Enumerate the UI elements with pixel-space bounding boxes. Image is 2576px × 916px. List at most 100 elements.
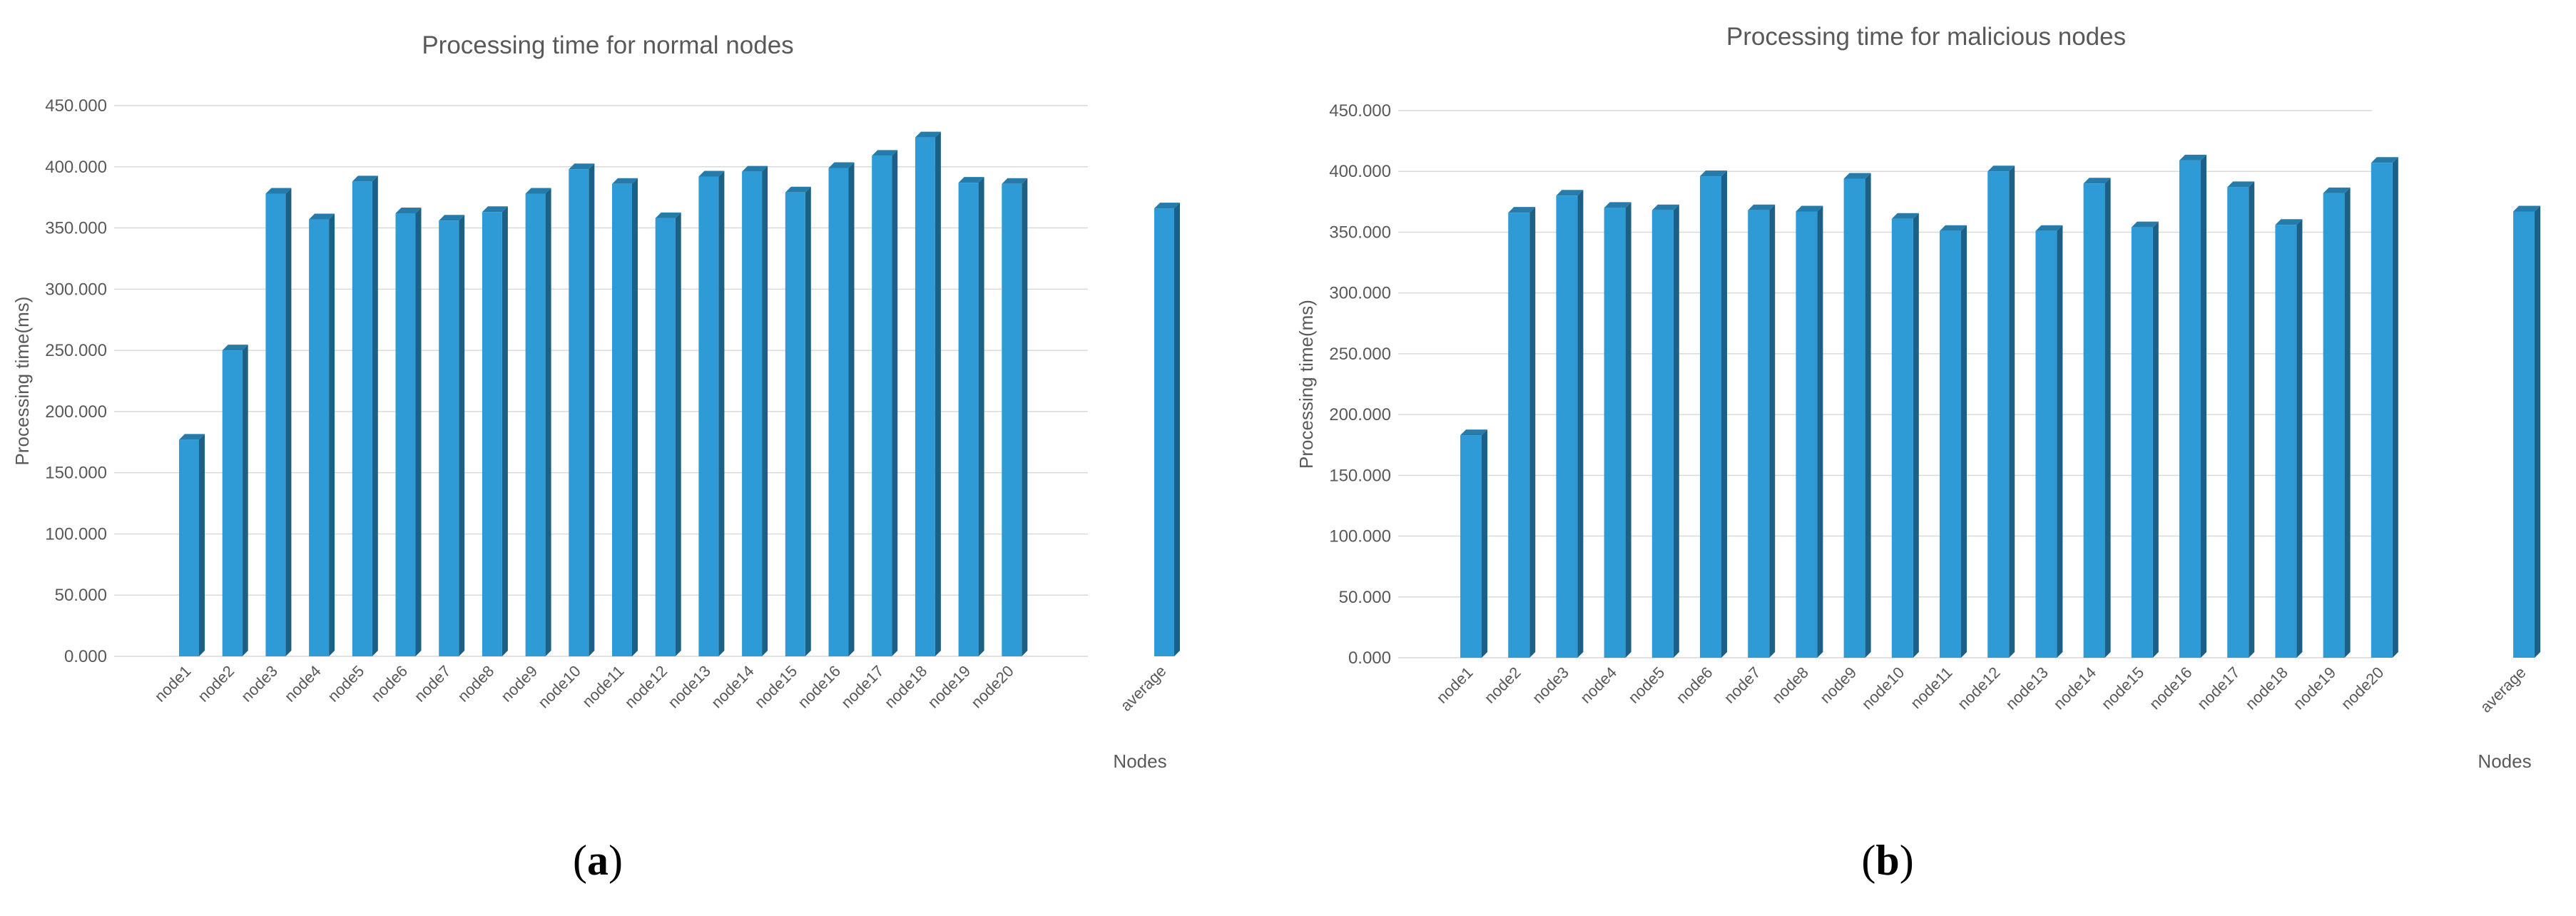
- x-tick-label: node2: [1481, 663, 1524, 707]
- bar-top: [569, 163, 595, 170]
- bar-node15: [2131, 221, 2159, 658]
- bar-top: [2513, 205, 2540, 212]
- bar-side: [2344, 187, 2351, 658]
- bar-side: [2009, 166, 2015, 658]
- x-tick-label: node5: [324, 662, 367, 706]
- bar-front: [439, 220, 459, 656]
- bar-side: [2296, 219, 2303, 658]
- bar-node6: [1700, 171, 1727, 658]
- y-tick-label: 100.000: [1329, 527, 1391, 546]
- y-axis-label: Processing time(ms): [1295, 300, 1317, 469]
- x-tick-label: node1: [1433, 663, 1477, 707]
- bar-side: [2535, 205, 2540, 658]
- y-tick-label: 150.000: [1329, 466, 1391, 485]
- bar-front: [309, 219, 330, 657]
- chart-title: Processing time for normal nodes: [422, 31, 793, 59]
- bar-front: [2131, 227, 2153, 658]
- x-tick-label: node10: [1858, 663, 1908, 713]
- bar-front: [872, 156, 892, 657]
- bar-node15: [785, 186, 811, 656]
- bar-node17: [872, 150, 898, 657]
- bar-node20: [1002, 178, 1028, 657]
- panel-caption: (b): [1861, 837, 1913, 884]
- bar-node9: [1843, 173, 1871, 658]
- bar-top: [2035, 225, 2063, 231]
- y-tick-label: 0.000: [1348, 648, 1391, 668]
- bar-side: [589, 163, 595, 657]
- bar-node14: [2083, 178, 2111, 658]
- bar-top: [525, 188, 551, 194]
- bar-node11: [1940, 225, 1967, 658]
- bar-top: [1604, 202, 1631, 208]
- bar-node20: [2371, 157, 2398, 658]
- x-tick-label: node7: [411, 662, 454, 706]
- bar-front: [1556, 195, 1578, 658]
- y-tick-label: 350.000: [45, 219, 107, 238]
- bar-side: [762, 166, 768, 656]
- y-axis-label: Processing time(ms): [11, 297, 33, 466]
- bar-side: [2057, 225, 2063, 658]
- bar-top: [222, 345, 248, 351]
- bar-side: [1817, 205, 1823, 658]
- y-tick-label: 150.000: [45, 464, 107, 483]
- bar-top: [179, 434, 205, 440]
- bar-front: [742, 171, 763, 656]
- chart-a: Processing time for normal nodes Processi…: [11, 31, 1180, 884]
- bar-node4: [309, 213, 335, 657]
- bar-top: [2275, 219, 2303, 225]
- bar-top: [395, 207, 422, 213]
- bar-node13: [2035, 225, 2063, 658]
- bar-front: [2035, 230, 2057, 658]
- bar-top: [352, 175, 378, 182]
- bar-top: [2131, 221, 2159, 228]
- bar-front: [1154, 208, 1174, 656]
- caption-letter: a: [587, 837, 609, 884]
- bar-side: [242, 345, 248, 656]
- bar-top: [1796, 205, 1823, 212]
- bar-front: [1002, 183, 1022, 657]
- x-tick-label: node8: [454, 662, 497, 706]
- bar-node18: [2275, 219, 2303, 658]
- bar-side: [2392, 157, 2398, 658]
- bar-side: [545, 188, 551, 656]
- bar-average: [1154, 203, 1180, 656]
- x-tick-label: node13: [664, 662, 714, 712]
- bar-side: [1721, 171, 1727, 658]
- bar-side: [1961, 225, 1967, 658]
- bar-top: [2371, 157, 2398, 163]
- x-tick-label: average: [1117, 662, 1170, 715]
- x-tick-label: node3: [238, 662, 281, 706]
- caption-paren-open: (: [1861, 837, 1875, 884]
- bar-top: [1700, 171, 1727, 177]
- bar-side: [1482, 429, 1487, 658]
- bar-side: [1673, 204, 1679, 658]
- x-tick-label: node16: [2146, 663, 2196, 713]
- bar-side: [285, 188, 292, 656]
- bar-node13: [698, 171, 725, 657]
- x-tick-label: node9: [1816, 663, 1860, 707]
- bar-side: [1529, 207, 1536, 658]
- bar-side: [1769, 204, 1776, 658]
- bar-front: [395, 213, 416, 657]
- bar-front: [612, 183, 632, 657]
- bar-average: [2513, 205, 2540, 658]
- bar-top: [958, 177, 984, 183]
- bar-top: [698, 171, 725, 177]
- bar-node19: [2323, 187, 2351, 658]
- bar-node8: [482, 206, 508, 657]
- y-tick-label: 250.000: [45, 341, 107, 360]
- bar-front: [1604, 208, 1626, 658]
- bar-side: [2201, 154, 2206, 658]
- bar-front: [655, 218, 676, 656]
- bar-top: [612, 178, 638, 184]
- bar-top: [785, 186, 811, 193]
- bar-node2: [222, 345, 248, 656]
- bar-front: [2275, 225, 2297, 658]
- bar-node10: [1891, 213, 1919, 658]
- x-tick-label: node17: [838, 662, 887, 712]
- bar-top: [1987, 166, 2015, 172]
- y-tick-label: 50.000: [1339, 588, 1391, 607]
- x-axis-label: Nodes: [1113, 750, 1166, 772]
- bar-top: [482, 206, 508, 213]
- bar-front: [179, 439, 199, 656]
